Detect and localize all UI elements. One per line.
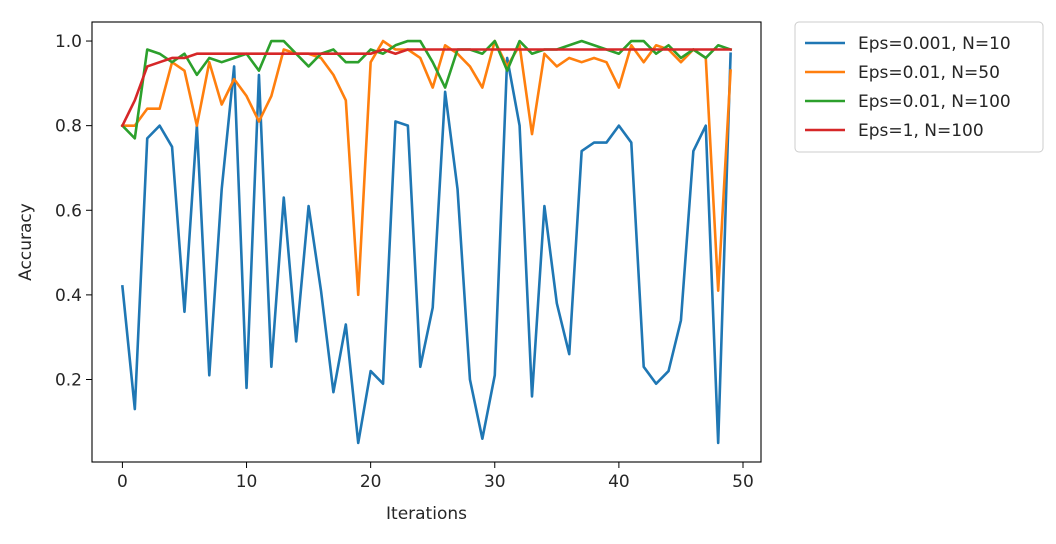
x-tick-label-4: 40 — [608, 472, 630, 492]
legend: Eps=0.001, N=10 Eps=0.01, N=50 Eps=0.01, N… — [794, 21, 1044, 153]
y-tick-label-3: 0.8 — [55, 117, 82, 137]
series-line-1 — [121, 39, 732, 297]
x-tick-label-3: 30 — [484, 472, 506, 492]
legend-box — [794, 21, 1044, 153]
plot-frame — [91, 21, 762, 463]
y-tick-label-1: 0.4 — [55, 286, 82, 306]
series-layer — [120, 39, 733, 445]
x-axis-label: Iterations — [386, 504, 467, 524]
series-line-0 — [120, 52, 732, 445]
x-tick-label-1: 10 — [236, 472, 258, 492]
y-axis-label: Accuracy — [16, 203, 36, 281]
x-tick-label-0: 0 — [117, 472, 128, 492]
legend-label-1: Eps=0.01, N=50 — [858, 63, 1000, 83]
x-tick-label-2: 20 — [360, 472, 382, 492]
x-tick-label-5: 50 — [732, 472, 754, 492]
y-tick-label-4: 1.0 — [55, 32, 82, 52]
legend-label-0: Eps=0.001, N=10 — [858, 34, 1011, 54]
series-line-3 — [120, 48, 732, 128]
series-line-2 — [120, 39, 733, 140]
y-tick-label-0: 0.2 — [55, 371, 82, 391]
legend-items: Eps=0.001, N=10 Eps=0.01, N=50 Eps=0.01, N… — [805, 34, 1011, 141]
y-tick-label-2: 0.6 — [55, 201, 82, 221]
legend-label-3: Eps=1, N=100 — [858, 121, 984, 141]
axis-ticks: 0 10 20 30 40 50 0.2 0.4 0.6 0.8 1.0 — [55, 32, 754, 492]
legend-label-2: Eps=0.01, N=100 — [858, 92, 1011, 112]
